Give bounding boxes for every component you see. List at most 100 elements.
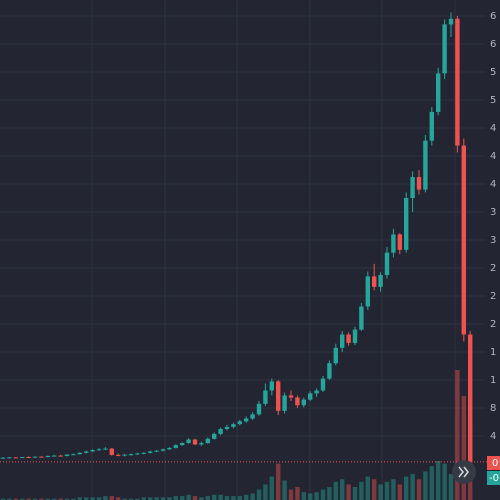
candle-body bbox=[276, 381, 281, 411]
volume-bar bbox=[250, 493, 255, 500]
candle-body bbox=[231, 424, 236, 427]
volume-bar bbox=[128, 498, 134, 500]
volume-bar bbox=[327, 487, 332, 500]
candle-body bbox=[212, 433, 217, 439]
candle-body bbox=[263, 390, 268, 404]
candle-body bbox=[468, 334, 473, 462]
volume-bar bbox=[154, 497, 159, 500]
candle-body bbox=[109, 448, 114, 455]
volume-bar bbox=[352, 487, 358, 500]
candle-body bbox=[448, 18, 454, 25]
second-price-label: -0 bbox=[489, 473, 499, 484]
y-tick-label: 4 bbox=[490, 431, 496, 442]
candle-body bbox=[199, 443, 204, 445]
candle-body bbox=[295, 397, 300, 406]
y-tick-label: 6 bbox=[490, 39, 496, 50]
candle-body bbox=[352, 329, 358, 343]
volume-bar bbox=[391, 479, 396, 500]
candle-body bbox=[320, 378, 326, 391]
candle-body bbox=[256, 403, 262, 415]
volume-bar bbox=[224, 496, 230, 500]
candle-body bbox=[404, 198, 409, 250]
scroll-button[interactable] bbox=[452, 460, 476, 484]
candle-body bbox=[7, 457, 12, 459]
volume-bar bbox=[173, 496, 178, 500]
candle-body bbox=[391, 234, 396, 253]
volume-bar bbox=[90, 497, 95, 500]
candle-body bbox=[314, 390, 319, 394]
volume-bar bbox=[346, 484, 351, 500]
price-axis: 4 8 1 1 2 2 2 3 3 4 4 4 5 5 6 6 bbox=[490, 11, 496, 442]
volume-bar bbox=[192, 496, 198, 500]
volume-bar bbox=[282, 480, 287, 500]
y-tick-label: 6 bbox=[490, 11, 496, 22]
y-tick-label: 4 bbox=[490, 151, 496, 162]
volume-bar bbox=[160, 497, 166, 500]
candle-body bbox=[423, 140, 428, 190]
candle-body bbox=[429, 111, 434, 141]
volume-bar bbox=[167, 497, 172, 500]
candle-body bbox=[148, 451, 153, 453]
volume-bar bbox=[269, 476, 274, 500]
scroll-icon[interactable] bbox=[458, 466, 470, 478]
volume-bar bbox=[436, 461, 441, 500]
candle-body bbox=[397, 234, 402, 250]
volume-bar bbox=[429, 466, 434, 500]
last-price-box bbox=[487, 456, 500, 470]
candle-body bbox=[84, 451, 89, 453]
candle-body bbox=[327, 363, 332, 379]
candle-body bbox=[45, 455, 50, 458]
candle-body bbox=[365, 276, 370, 307]
candle-body bbox=[346, 334, 351, 343]
candle-body bbox=[192, 439, 198, 445]
y-tick-label: 5 bbox=[490, 67, 496, 78]
candle-body bbox=[416, 177, 422, 190]
volume-bar bbox=[416, 479, 422, 500]
candle-body bbox=[90, 450, 95, 452]
candle-body bbox=[205, 438, 210, 444]
volume-bar bbox=[32, 498, 38, 500]
candle-body bbox=[20, 457, 25, 459]
candle-body bbox=[218, 429, 223, 434]
volume-bar bbox=[308, 493, 313, 500]
volume-bar bbox=[314, 492, 319, 500]
y-tick-label: 2 bbox=[490, 291, 496, 302]
volume-bar bbox=[340, 479, 345, 500]
volume-bar bbox=[7, 498, 12, 500]
y-tick-label: 1 bbox=[490, 375, 496, 386]
candle-body bbox=[237, 421, 242, 425]
volume-bar bbox=[442, 463, 447, 500]
volume-bar bbox=[39, 498, 44, 500]
candle-body bbox=[301, 399, 306, 406]
candle-body bbox=[224, 426, 230, 430]
candle-body bbox=[141, 452, 146, 454]
candle-body bbox=[442, 24, 447, 74]
volume-bar bbox=[20, 498, 25, 500]
candle-body bbox=[52, 455, 57, 457]
volume-bar bbox=[212, 494, 217, 500]
y-tick-label: 3 bbox=[490, 235, 496, 246]
candles bbox=[0, 12, 487, 463]
volume-bar bbox=[244, 494, 249, 500]
candle-body bbox=[71, 454, 76, 456]
volume-bar bbox=[58, 498, 63, 500]
volume-bar bbox=[333, 481, 338, 500]
candle-body bbox=[333, 347, 338, 364]
volume-bar bbox=[109, 496, 114, 500]
candle-body bbox=[410, 177, 415, 199]
candle-body bbox=[116, 454, 121, 456]
candle-body bbox=[378, 275, 383, 287]
volume-bar bbox=[0, 498, 6, 500]
volume-bar bbox=[218, 494, 223, 500]
candle-body bbox=[13, 457, 18, 459]
volume-bar bbox=[231, 496, 236, 500]
y-tick-label: 2 bbox=[490, 263, 496, 274]
volume-bar bbox=[423, 471, 428, 500]
volume-bar bbox=[52, 498, 57, 500]
candle-body bbox=[436, 73, 441, 112]
y-tick-label: 2 bbox=[490, 319, 496, 330]
last-price-label: 0 bbox=[492, 458, 498, 469]
candle-body bbox=[461, 145, 466, 335]
